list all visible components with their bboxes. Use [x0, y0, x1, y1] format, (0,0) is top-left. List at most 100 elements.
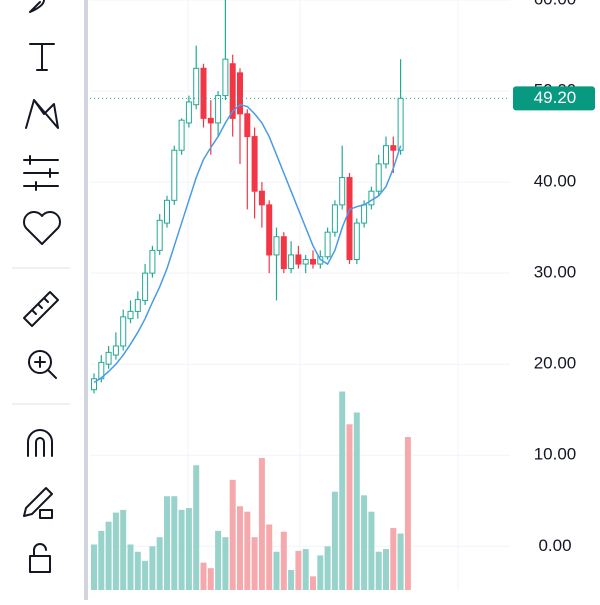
volume-bar: [178, 509, 185, 590]
candle-body: [361, 204, 368, 224]
volume-bar: [324, 546, 331, 590]
favorite-tool[interactable]: [23, 211, 61, 245]
candle-body: [164, 199, 170, 224]
volume-bar: [280, 531, 287, 590]
candle-body: [229, 63, 236, 119]
candle-body: [266, 204, 273, 256]
volume-bar: [207, 568, 214, 590]
candle-body: [280, 236, 287, 270]
volume-bar: [91, 544, 97, 590]
pencil-tool[interactable]: [23, 487, 53, 519]
volume-bar: [237, 506, 243, 590]
volume-bar: [375, 551, 382, 590]
y-tick-label: 40.00: [534, 172, 577, 191]
candle-body: [112, 345, 119, 356]
candle-body: [383, 145, 389, 165]
volume-bar: [317, 555, 324, 590]
volume-bar: [310, 576, 316, 590]
volume-bar: [229, 479, 236, 590]
volume-bar: [112, 512, 119, 590]
volume-bar: [244, 511, 251, 590]
panel-divider: [84, 0, 88, 600]
candle-body: [200, 67, 207, 119]
volume-bar: [383, 549, 389, 590]
volume-bar: [215, 530, 222, 590]
volume-bar: [302, 549, 309, 590]
candle-body: [105, 351, 112, 365]
y-tick-label: 10.00: [534, 445, 577, 464]
volume-bar: [288, 569, 295, 590]
volume-bar: [156, 537, 163, 590]
candle-body: [310, 258, 316, 265]
volume-bar: [222, 537, 229, 590]
volume-bar: [164, 496, 170, 590]
volume-bar: [368, 511, 375, 590]
volume-bar: [200, 562, 207, 590]
volume-bar: [193, 465, 200, 590]
candle-body: [120, 316, 127, 347]
volume-bar: [258, 457, 265, 590]
y-tick-label: 30.00: [534, 263, 577, 282]
candle-body: [397, 97, 404, 151]
candle-body: [331, 204, 338, 233]
brush-tool[interactable]: [29, 0, 45, 13]
volume-bar: [98, 530, 105, 590]
candle-body: [295, 254, 302, 265]
candle-body: [98, 361, 105, 380]
moving-average-line: [93, 103, 402, 384]
candle-body: [288, 254, 295, 270]
candle-body: [258, 190, 265, 206]
y-tick-label: 20.00: [534, 354, 577, 373]
volume-bar: [185, 508, 192, 590]
volume-bar: [390, 528, 397, 590]
candle-body: [302, 258, 309, 265]
candle-body: [244, 113, 251, 138]
volume-bar: [331, 491, 338, 590]
zoom-tool[interactable]: [28, 350, 52, 374]
volume-bar: [251, 537, 258, 590]
volume-bar: [397, 533, 404, 590]
candle-body: [273, 236, 280, 256]
candle-body: [156, 219, 163, 251]
candle-body: [324, 231, 331, 258]
candle-body: [142, 272, 149, 301]
candle-body: [353, 222, 360, 260]
fib-tool[interactable]: [23, 155, 59, 191]
volume-bar: [273, 551, 280, 590]
candle-body: [215, 95, 222, 124]
candle-body: [346, 177, 353, 260]
candle-body: [178, 119, 185, 151]
candle-body: [134, 299, 141, 312]
candle-body: [390, 145, 397, 151]
volume-bar: [142, 560, 149, 590]
volume-bar: [266, 524, 273, 590]
candle-body: [375, 163, 382, 192]
volume-bar: [346, 424, 353, 590]
y-tick-label: 60.00: [534, 0, 577, 8]
volume-bar: [171, 496, 178, 590]
volume-bar: [120, 509, 127, 590]
lock-tool[interactable]: [29, 543, 51, 573]
zoom-tool-detail: [34, 356, 57, 379]
candle-body: [149, 249, 156, 274]
candle-body: [251, 136, 258, 192]
volume-bar: [353, 412, 360, 590]
volume-bar: [149, 546, 156, 590]
candle-body: [339, 177, 346, 206]
toolbar: [12, 0, 88, 600]
last-price-box: [513, 86, 595, 111]
pattern-tool[interactable]: [25, 99, 59, 129]
text-tool[interactable]: [29, 43, 55, 71]
volume-bar: [339, 391, 346, 590]
volume-bar: [127, 544, 134, 590]
candle-body: [91, 378, 97, 391]
candle-body: [193, 67, 200, 106]
volume-bar: [134, 551, 141, 590]
candle-body: [127, 310, 134, 320]
magnet-tool[interactable]: [27, 429, 53, 457]
ruler-tool[interactable]: [23, 291, 59, 327]
candle-body: [185, 101, 192, 124]
